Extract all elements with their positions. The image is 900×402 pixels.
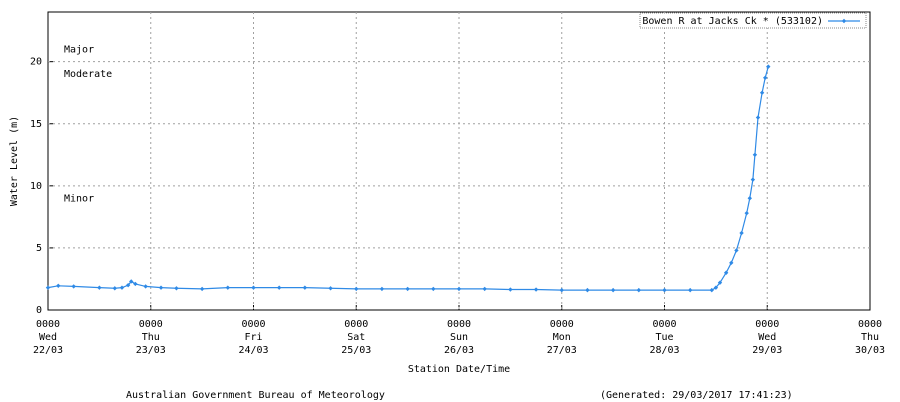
data-point xyxy=(112,286,117,291)
data-point xyxy=(431,286,436,292)
data-point xyxy=(328,286,333,291)
data-point xyxy=(456,286,462,292)
data-point xyxy=(508,287,513,292)
data-point xyxy=(119,285,125,290)
x-tick-label: 0000 xyxy=(447,319,471,330)
data-point xyxy=(759,90,765,95)
x-tick-label: 26/03 xyxy=(444,345,474,356)
x-tick-label: Sun xyxy=(450,332,468,343)
y-tick-label: 15 xyxy=(30,119,42,130)
x-tick-label: 0000 xyxy=(550,319,574,330)
data-point xyxy=(752,152,758,157)
data-point xyxy=(750,177,756,182)
data-point xyxy=(766,64,771,69)
legend-box xyxy=(639,12,867,29)
data-point xyxy=(143,284,148,289)
legend-marker xyxy=(841,18,847,24)
x-tick-label: Mon xyxy=(553,332,571,343)
x-tick-label: 0000 xyxy=(652,319,676,330)
data-point xyxy=(744,210,749,216)
y-tick-label: 10 xyxy=(30,181,42,192)
data-point xyxy=(56,283,61,288)
data-point xyxy=(559,287,564,293)
data-point xyxy=(723,270,729,275)
x-tick-label: 29/03 xyxy=(752,345,782,356)
data-point xyxy=(482,286,487,292)
data-point xyxy=(662,287,667,293)
data-point xyxy=(405,286,410,292)
data-point xyxy=(251,285,256,290)
x-tick-label: 0000 xyxy=(858,319,882,330)
x-tick-label: 0000 xyxy=(755,319,779,330)
footer-right: (Generated: 29/03/2017 17:41:23) xyxy=(600,390,793,401)
x-tick-label: 28/03 xyxy=(649,345,679,356)
x-tick-label: 23/03 xyxy=(136,345,166,356)
data-point xyxy=(97,285,102,290)
data-point xyxy=(174,286,179,291)
data-line xyxy=(47,66,769,291)
x-tick-label: 24/03 xyxy=(238,345,268,356)
data-point xyxy=(610,287,616,293)
y-tick-label: 5 xyxy=(36,243,42,254)
data-point xyxy=(709,287,714,293)
x-tick-label: Tue xyxy=(655,332,673,343)
data-point xyxy=(45,285,51,290)
x-tick-label: 22/03 xyxy=(33,345,63,356)
data-point xyxy=(276,285,282,290)
data-point xyxy=(585,287,590,293)
data-point xyxy=(225,285,231,290)
y-tick-label: 20 xyxy=(30,57,42,68)
data-point xyxy=(133,281,138,287)
flood-level-label: Moderate xyxy=(64,69,112,80)
data-point xyxy=(734,248,739,253)
data-point xyxy=(302,285,308,290)
x-tick-label: 0000 xyxy=(139,319,163,330)
data-point xyxy=(71,284,76,289)
data-point xyxy=(199,286,205,292)
footer-left: Australian Government Bureau of Meteorol… xyxy=(126,390,385,401)
legend-label: Bowen R at Jacks Ck * (533102) xyxy=(642,16,823,27)
y-axis-label: Water Level (m) xyxy=(9,116,20,206)
x-tick-label: Thu xyxy=(861,332,879,343)
data-point xyxy=(379,286,385,292)
x-tick-label: Wed xyxy=(758,332,776,343)
data-point xyxy=(729,260,734,266)
data-point xyxy=(687,287,693,293)
data-point xyxy=(533,287,539,292)
x-tick-label: 25/03 xyxy=(341,345,371,356)
data-point xyxy=(129,279,134,284)
data-point xyxy=(636,287,642,293)
data-point xyxy=(713,285,719,290)
x-tick-label: 30/03 xyxy=(855,345,885,356)
data-point xyxy=(125,282,131,288)
x-tick-label: 27/03 xyxy=(547,345,577,356)
plot-frame xyxy=(47,11,871,311)
x-tick-label: 0000 xyxy=(36,319,60,330)
data-point xyxy=(354,286,359,292)
flood-level-label: Major xyxy=(64,44,94,55)
y-tick-label: 0 xyxy=(36,305,42,316)
x-tick-label: Wed xyxy=(39,332,57,343)
data-point xyxy=(717,280,723,285)
x-tick-label: Sat xyxy=(347,332,365,343)
x-tick-label: Fri xyxy=(244,332,262,343)
data-point xyxy=(739,230,744,236)
data-point xyxy=(755,115,761,120)
x-tick-label: 0000 xyxy=(241,319,265,330)
data-point xyxy=(762,75,768,81)
data-point xyxy=(158,285,164,290)
x-tick-label: Thu xyxy=(142,332,160,343)
data-point xyxy=(747,196,752,201)
x-tick-label: 0000 xyxy=(344,319,368,330)
flood-level-label: Minor xyxy=(64,193,94,204)
x-axis-label: Station Date/Time xyxy=(408,364,510,375)
